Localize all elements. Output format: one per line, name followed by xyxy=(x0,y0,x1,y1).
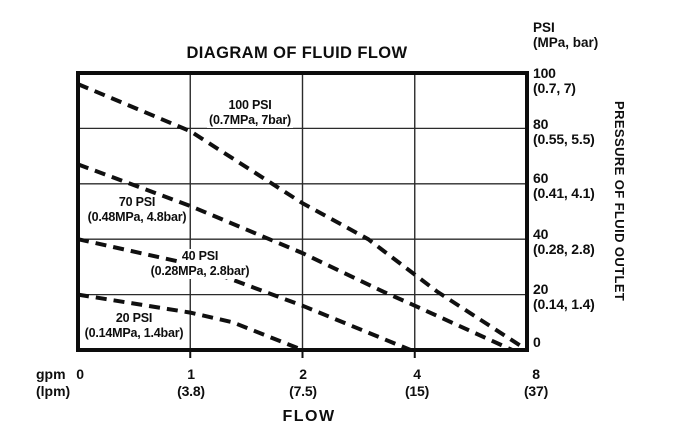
curve-label-20psi: 20 PSI (0.14MPa, 1.4bar) xyxy=(82,311,186,341)
x-tick-2-paren: (7.5) xyxy=(289,382,317,399)
x-tick-0-value: 0 xyxy=(76,366,84,382)
curve-100-psi xyxy=(77,82,529,352)
x-tick-2-value: 2 xyxy=(299,366,307,382)
y-tick-0-value: 0 xyxy=(533,334,541,350)
x-axis-title: FLOW xyxy=(282,408,336,425)
chart-title: DIAGRAM OF FLUID FLOW xyxy=(186,44,408,62)
x-axis-unit-label: gpm (lpm) xyxy=(36,366,70,399)
curve-label-40psi: 40 PSI (0.28MPa, 2.8bar) xyxy=(148,249,252,279)
y-axis-title: PRESSURE OF FLUID OUTLET xyxy=(612,101,627,302)
curve-70-psi xyxy=(77,162,514,352)
y-tick-80-paren: (0.55, 5.5) xyxy=(533,131,595,147)
curve-label-20psi-line1: 20 PSI xyxy=(113,311,155,326)
y-tick-20: 20 (0.14, 1.4) xyxy=(533,282,595,312)
y-tick-0: 0 xyxy=(533,335,541,350)
x-tick-1-paren: (3.8) xyxy=(177,382,205,399)
x-tick-8-paren: (37) xyxy=(523,382,549,399)
curve-label-40psi-line1: 40 PSI xyxy=(179,249,221,264)
y-tick-20-value: 20 xyxy=(533,281,549,297)
y-tick-100-value: 100 xyxy=(533,65,556,81)
x-axis-unit-gpm: gpm xyxy=(36,366,66,382)
x-tick-0: 0 xyxy=(76,366,84,383)
curve-label-70psi: 70 PSI (0.48MPa, 4.8bar) xyxy=(85,195,189,225)
curve-label-40psi-line2: (0.28MPa, 2.8bar) xyxy=(148,264,252,279)
x-tick-8-value: 8 xyxy=(532,366,540,382)
curve-label-100psi: 100 PSI (0.7MPa, 7bar) xyxy=(207,98,293,128)
y-tick-60-paren: (0.41, 4.1) xyxy=(533,185,595,201)
y-axis-unit-psi: PSI xyxy=(533,20,555,35)
y-tick-40-paren: (0.28, 2.8) xyxy=(533,241,595,257)
curve-label-70psi-line2: (0.48MPa, 4.8bar) xyxy=(85,210,189,225)
x-tick-1-value: 1 xyxy=(187,366,195,382)
x-axis-unit-lpm: (lpm) xyxy=(36,382,71,399)
curve-20-psi xyxy=(77,292,304,352)
x-tick-4-paren: (15) xyxy=(404,382,430,399)
curve-40-psi xyxy=(77,237,412,352)
y-axis-unit-header: PSI (MPa, bar) xyxy=(533,20,598,50)
y-tick-80-value: 80 xyxy=(533,116,549,132)
x-tick-4-value: 4 xyxy=(413,366,421,382)
y-tick-20-paren: (0.14, 1.4) xyxy=(533,296,595,312)
y-tick-60: 60 (0.41, 4.1) xyxy=(533,171,595,201)
plot-border xyxy=(76,71,529,352)
curve-label-100psi-line1: 100 PSI xyxy=(226,98,274,113)
curve-label-70psi-line1: 70 PSI xyxy=(116,195,158,210)
y-tick-60-value: 60 xyxy=(533,170,549,186)
curve-label-20psi-line2: (0.14MPa, 1.4bar) xyxy=(82,326,186,341)
x-tick-1: 1 (3.8) xyxy=(177,366,205,399)
y-axis-unit-mpa-bar: (MPa, bar) xyxy=(533,35,599,50)
curve-label-100psi-line2: (0.7MPa, 7bar) xyxy=(207,113,293,128)
y-tick-80: 80 (0.55, 5.5) xyxy=(533,117,595,147)
y-tick-100-paren: (0.7, 7) xyxy=(533,80,576,96)
y-tick-40: 40 (0.28, 2.8) xyxy=(533,227,595,257)
y-tick-40-value: 40 xyxy=(533,226,549,242)
x-tick-8: 8 (37) xyxy=(524,366,548,399)
x-tick-4: 4 (15) xyxy=(405,366,429,399)
x-tick-2: 2 (7.5) xyxy=(289,366,317,399)
y-tick-100: 100 (0.7, 7) xyxy=(533,66,576,96)
